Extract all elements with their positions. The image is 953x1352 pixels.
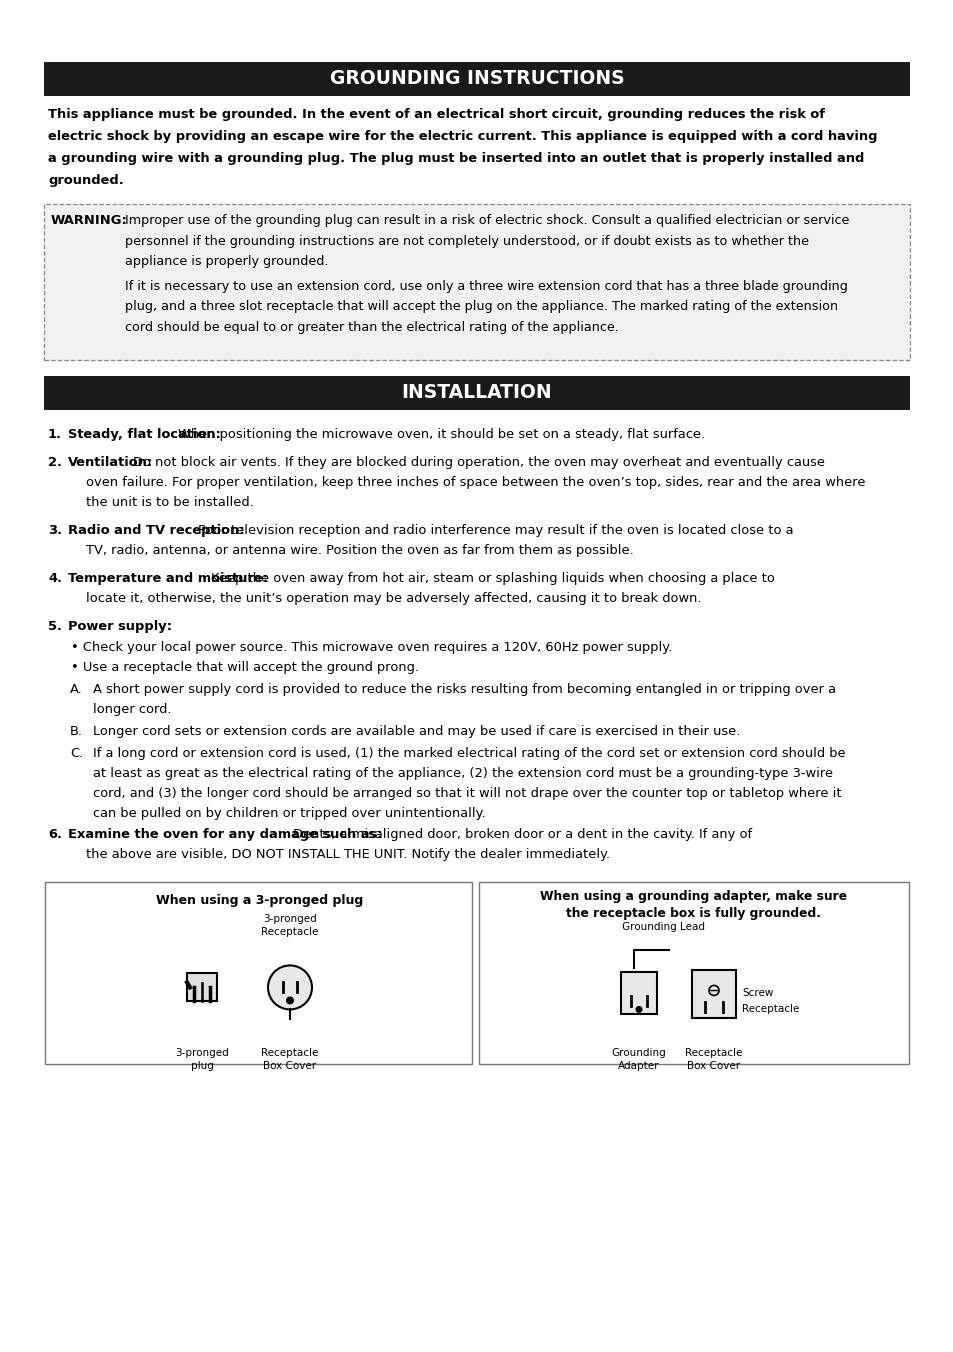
Text: cord should be equal to or greater than the electrical rating of the appliance.: cord should be equal to or greater than … bbox=[125, 320, 618, 334]
Text: When using a 3-pronged plug: When using a 3-pronged plug bbox=[156, 895, 363, 907]
Text: the above are visible, DO NOT INSTALL THE UNIT. Notify the dealer immediately.: the above are visible, DO NOT INSTALL TH… bbox=[86, 849, 610, 861]
Text: Do not block air vents. If they are blocked during operation, the oven may overh: Do not block air vents. If they are bloc… bbox=[132, 456, 824, 469]
Text: 1.: 1. bbox=[48, 427, 62, 441]
Text: Temperature and moisture:: Temperature and moisture: bbox=[68, 572, 268, 584]
Bar bbox=[44, 376, 909, 410]
Text: electric shock by providing an escape wire for the electric current. This applia: electric shock by providing an escape wi… bbox=[48, 130, 877, 143]
Bar bbox=[478, 883, 908, 1064]
Text: Receptacle
Box Cover: Receptacle Box Cover bbox=[261, 1048, 318, 1071]
Text: a grounding wire with a grounding plug. The plug must be inserted into an outlet: a grounding wire with a grounding plug. … bbox=[48, 151, 863, 165]
Text: personnel if the grounding instructions are not completely understood, or if dou: personnel if the grounding instructions … bbox=[125, 235, 808, 247]
Text: Ventilation:: Ventilation: bbox=[68, 456, 153, 469]
Text: When using a grounding adapter, make sure
the receptacle box is fully grounded.: When using a grounding adapter, make sur… bbox=[539, 891, 846, 921]
Bar bbox=[187, 973, 216, 1002]
Text: Examine the oven for any damage such as:: Examine the oven for any damage such as: bbox=[68, 829, 382, 841]
Text: TV, radio, antenna, or antenna wire. Position the oven as far from them as possi: TV, radio, antenna, or antenna wire. Pos… bbox=[86, 544, 633, 557]
Text: GROUNDING INSTRUCTIONS: GROUNDING INSTRUCTIONS bbox=[330, 69, 623, 88]
FancyBboxPatch shape bbox=[44, 204, 909, 360]
Text: • Check your local power source. This microwave oven requires a 120V, 60Hz power: • Check your local power source. This mi… bbox=[71, 641, 672, 653]
Bar bbox=[45, 883, 472, 1064]
Text: • Use a receptacle that will accept the ground prong.: • Use a receptacle that will accept the … bbox=[71, 661, 418, 673]
Text: This appliance must be grounded. In the event of an electrical short circuit, gr: This appliance must be grounded. In the … bbox=[48, 108, 824, 120]
Text: Keep the oven away from hot air, steam or splashing liquids when choosing a plac: Keep the oven away from hot air, steam o… bbox=[211, 572, 774, 584]
Text: longer cord.: longer cord. bbox=[92, 703, 172, 715]
Text: Dents, a misaligned door, broken door or a dent in the cavity. If any of: Dents, a misaligned door, broken door or… bbox=[293, 829, 751, 841]
Text: Improper use of the grounding plug can result in a risk of electric shock. Consu: Improper use of the grounding plug can r… bbox=[125, 214, 848, 227]
Text: 6.: 6. bbox=[48, 829, 62, 841]
Text: B.: B. bbox=[70, 725, 83, 738]
Text: When positioning the microwave oven, it should be set on a steady, flat surface.: When positioning the microwave oven, it … bbox=[178, 427, 704, 441]
Text: Receptacle
Box Cover: Receptacle Box Cover bbox=[684, 1048, 741, 1071]
Text: Poor television reception and radio interference may result if the oven is locat: Poor television reception and radio inte… bbox=[198, 523, 793, 537]
Text: can be pulled on by children or tripped over unintentionally.: can be pulled on by children or tripped … bbox=[92, 807, 485, 819]
Text: Receptacle: Receptacle bbox=[741, 1005, 799, 1014]
Text: at least as great as the electrical rating of the appliance, (2) the extension c: at least as great as the electrical rati… bbox=[92, 767, 832, 780]
Text: A.: A. bbox=[70, 683, 83, 696]
Text: 5.: 5. bbox=[48, 619, 62, 633]
Text: cord, and (3) the longer cord should be arranged so that it will not drape over : cord, and (3) the longer cord should be … bbox=[92, 787, 841, 799]
Text: oven failure. For proper ventilation, keep three inches of space between the ove: oven failure. For proper ventilation, ke… bbox=[86, 476, 864, 489]
Circle shape bbox=[635, 1006, 641, 1013]
Text: If it is necessary to use an extension cord, use only a three wire extension cor: If it is necessary to use an extension c… bbox=[125, 280, 847, 293]
Text: grounded.: grounded. bbox=[48, 174, 124, 187]
Text: If a long cord or extension cord is used, (1) the marked electrical rating of th: If a long cord or extension cord is used… bbox=[92, 746, 844, 760]
Text: Grounding Lead: Grounding Lead bbox=[622, 922, 705, 933]
Text: Longer cord sets or extension cords are available and may be used if care is exe: Longer cord sets or extension cords are … bbox=[92, 725, 740, 738]
Text: 3-pronged
Receptacle: 3-pronged Receptacle bbox=[261, 914, 318, 937]
Text: 3.: 3. bbox=[48, 523, 62, 537]
Text: 2.: 2. bbox=[48, 456, 62, 469]
Text: Steady, flat location:: Steady, flat location: bbox=[68, 427, 221, 441]
Text: plug, and a three slot receptacle that will accept the plug on the appliance. Th: plug, and a three slot receptacle that w… bbox=[125, 300, 838, 314]
Text: locate it, otherwise, the unit’s operation may be adversely affected, causing it: locate it, otherwise, the unit’s operati… bbox=[86, 592, 700, 604]
Text: appliance is properly grounded.: appliance is properly grounded. bbox=[125, 256, 328, 268]
Text: WARNING:: WARNING: bbox=[51, 214, 128, 227]
Text: 3-pronged
plug: 3-pronged plug bbox=[175, 1048, 229, 1071]
Bar bbox=[691, 971, 735, 1018]
Circle shape bbox=[268, 965, 312, 1010]
Text: the unit is to be installed.: the unit is to be installed. bbox=[86, 496, 253, 508]
Text: INSTALLATION: INSTALLATION bbox=[401, 384, 552, 403]
Text: A short power supply cord is provided to reduce the risks resulting from becomin: A short power supply cord is provided to… bbox=[92, 683, 835, 696]
Text: C.: C. bbox=[70, 746, 83, 760]
Circle shape bbox=[286, 996, 294, 1005]
Text: Radio and TV reception:: Radio and TV reception: bbox=[68, 523, 244, 537]
Text: Screw: Screw bbox=[741, 988, 773, 998]
Bar bbox=[620, 972, 657, 1014]
Text: Grounding
Adapter: Grounding Adapter bbox=[611, 1048, 666, 1071]
Bar bbox=[44, 62, 909, 96]
Text: Power supply:: Power supply: bbox=[68, 619, 172, 633]
Text: 4.: 4. bbox=[48, 572, 62, 584]
